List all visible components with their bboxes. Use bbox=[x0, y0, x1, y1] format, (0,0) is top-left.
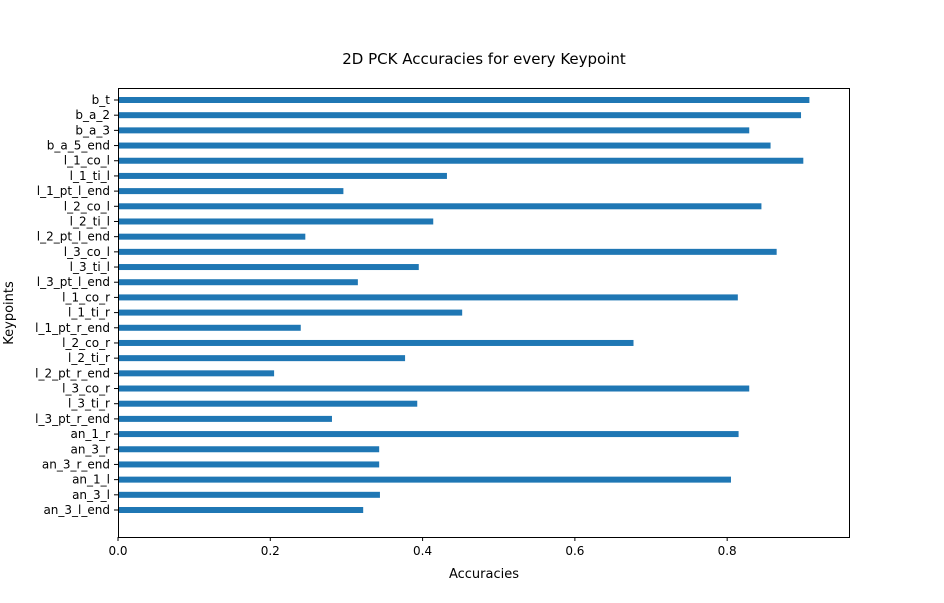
bar-an_3_l bbox=[118, 491, 380, 498]
bars-group bbox=[118, 97, 810, 513]
bar-l_3_ti_l bbox=[118, 264, 419, 271]
bar-l_1_ti_l bbox=[118, 172, 447, 179]
y-tick-label: l_2_co_r bbox=[62, 336, 110, 350]
y-axis-ticks: b_tb_a_2b_a_3b_a_5_endl_1_co_ll_1_ti_ll_… bbox=[35, 93, 118, 517]
bar-l_3_pt_r_end bbox=[118, 415, 332, 422]
y-tick-label: b_t bbox=[92, 93, 111, 107]
bar-l_1_ti_r bbox=[118, 309, 463, 316]
y-tick-label: l_3_pt_r_end bbox=[35, 412, 110, 426]
y-axis-label: Keypoints bbox=[2, 281, 17, 345]
bar-l_2_co_l bbox=[118, 203, 762, 210]
bar-an_1_l bbox=[118, 476, 731, 483]
y-tick-label: b_a_2 bbox=[75, 108, 110, 122]
y-tick-label: an_1_r bbox=[70, 427, 110, 441]
y-tick-label: l_1_co_l bbox=[64, 154, 110, 168]
bar-l_3_co_l bbox=[118, 248, 777, 255]
bar-l_1_pt_r_end bbox=[118, 324, 301, 331]
y-tick-label: l_1_pt_l_end bbox=[37, 184, 110, 198]
y-tick-label: b_a_3 bbox=[75, 123, 110, 137]
x-tick-label: 0.8 bbox=[718, 544, 737, 558]
y-tick-label: l_1_pt_r_end bbox=[35, 321, 110, 335]
bar-l_2_pt_l_end bbox=[118, 233, 306, 240]
x-axis-label: Accuracies bbox=[449, 567, 519, 582]
x-axis-ticks: 0.0 0.2 0.4 0.6 0.8 bbox=[108, 537, 737, 558]
bar-l_3_ti_r bbox=[118, 400, 418, 407]
bar-an_3_r_end bbox=[118, 461, 380, 468]
bar-l_1_co_l bbox=[118, 157, 804, 164]
plot-frame bbox=[118, 88, 850, 538]
bar-an_1_r bbox=[118, 431, 739, 438]
y-tick-label: l_1_ti_l bbox=[70, 169, 110, 183]
x-tick-label: 0.6 bbox=[565, 544, 584, 558]
y-tick-label: b_a_5_end bbox=[47, 139, 110, 153]
y-tick-label: l_3_co_l bbox=[64, 245, 110, 259]
y-tick-label: l_2_pt_r_end bbox=[35, 366, 110, 380]
y-tick-label: l_3_pt_l_end bbox=[37, 275, 110, 289]
x-tick-label: 0.2 bbox=[261, 544, 280, 558]
x-tick-label: 0.0 bbox=[108, 544, 127, 558]
y-tick-label: l_2_ti_r bbox=[68, 351, 110, 365]
y-tick-label: an_1_l bbox=[72, 473, 110, 487]
bar-b_a_3 bbox=[118, 127, 750, 134]
bar-l_3_co_r bbox=[118, 385, 750, 392]
y-tick-label: an_3_l_end bbox=[43, 503, 110, 517]
y-tick-label: l_2_co_l bbox=[64, 199, 110, 213]
chart-title: 2D PCK Accuracies for every Keypoint bbox=[342, 50, 626, 68]
y-tick-label: l_2_ti_l bbox=[70, 214, 110, 228]
bar-l_2_ti_l bbox=[118, 218, 434, 225]
bar-b_a_5_end bbox=[118, 142, 771, 149]
y-tick-label: l_1_ti_r bbox=[68, 306, 110, 320]
x-tick-label: 0.4 bbox=[413, 544, 432, 558]
y-tick-label: l_2_pt_l_end bbox=[37, 230, 110, 244]
bar-b_t bbox=[118, 97, 810, 103]
bar-an_3_r bbox=[118, 446, 380, 453]
bar-b_a_2 bbox=[118, 112, 802, 119]
bar-l_2_ti_r bbox=[118, 355, 406, 362]
y-tick-label: an_3_r bbox=[70, 442, 110, 456]
bar-l_2_co_r bbox=[118, 339, 634, 346]
bar-l_1_pt_l_end bbox=[118, 188, 344, 195]
y-tick-label: an_3_r_end bbox=[42, 457, 110, 471]
bar-l_3_pt_l_end bbox=[118, 279, 358, 286]
y-tick-label: an_3_l bbox=[72, 488, 110, 502]
y-tick-label: l_1_co_r bbox=[62, 290, 110, 304]
bar-l_2_pt_r_end bbox=[118, 370, 275, 377]
y-tick-label: l_3_ti_r bbox=[68, 397, 110, 411]
bar-an_3_l_end bbox=[118, 507, 364, 513]
bar-l_1_co_r bbox=[118, 294, 738, 301]
y-tick-label: l_3_co_r bbox=[62, 382, 110, 396]
y-tick-label: l_3_ti_l bbox=[70, 260, 110, 274]
